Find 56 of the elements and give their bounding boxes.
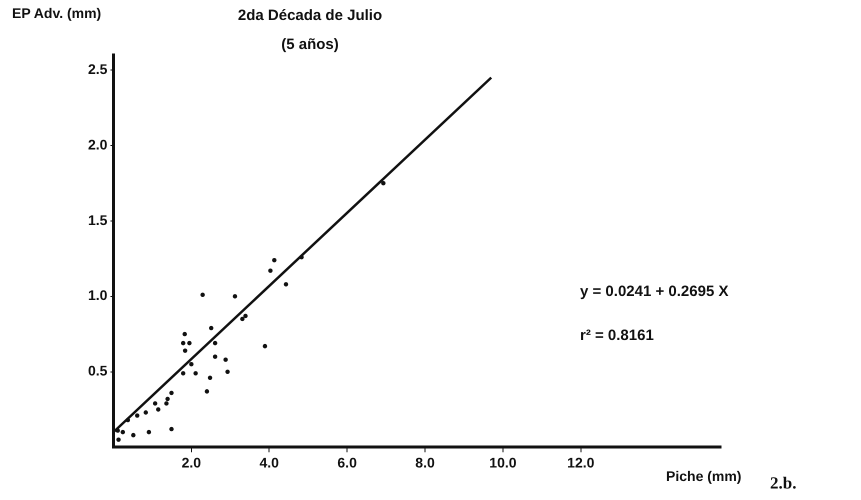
point	[284, 282, 288, 286]
x-tick-label: 12.0	[567, 454, 595, 470]
point	[135, 413, 140, 418]
point	[381, 181, 386, 186]
x-tick-label: 10.0	[489, 454, 517, 470]
point	[299, 254, 304, 260]
point	[268, 268, 273, 273]
point	[212, 354, 218, 359]
point	[146, 430, 152, 434]
point	[164, 401, 169, 406]
point	[189, 362, 194, 366]
point	[169, 390, 174, 396]
annotation: y = 0.0241 + 0.2695 X	[580, 283, 728, 300]
point	[169, 426, 174, 432]
point	[152, 401, 158, 406]
point	[193, 371, 198, 376]
point	[144, 410, 148, 415]
x-tick-label: 6.0	[337, 454, 358, 470]
point	[182, 332, 187, 336]
point	[131, 432, 136, 438]
x-tick-label: 2.0	[182, 454, 202, 470]
point	[204, 389, 210, 394]
point	[272, 258, 277, 262]
point	[120, 430, 126, 434]
point	[225, 370, 230, 374]
point	[165, 396, 170, 402]
annotation: r² = 0.8161	[580, 327, 654, 344]
chart-title: 2da Década de Julio	[238, 7, 382, 24]
point	[116, 437, 121, 442]
y-tick-label: 0.5	[88, 362, 108, 379]
y-axis-title: EP Adv. (mm)	[12, 4, 102, 21]
point	[116, 428, 120, 433]
point	[232, 294, 238, 299]
x-tick-label: 8.0	[415, 454, 435, 470]
point	[209, 326, 214, 330]
x-axis-title: Piche (mm)	[666, 468, 742, 484]
y-tick-label: 2.0	[88, 136, 108, 152]
point	[223, 358, 228, 362]
point	[208, 376, 212, 380]
point	[212, 340, 218, 346]
point	[180, 340, 186, 346]
point	[240, 316, 245, 322]
y-tick-label: 1.5	[88, 212, 108, 228]
chart-subtitle: (5 años)	[281, 36, 339, 54]
y-tick-label: 2.5	[88, 60, 108, 77]
point	[200, 292, 205, 298]
point	[156, 407, 160, 412]
point	[187, 340, 192, 346]
y-tick-label: 1.0	[88, 287, 108, 304]
point	[180, 371, 186, 376]
point	[262, 344, 268, 348]
text: 2.b.	[770, 473, 796, 492]
point	[182, 348, 188, 353]
point	[243, 314, 248, 318]
x-tick-label: 4.0	[260, 454, 280, 470]
point	[126, 418, 130, 422]
